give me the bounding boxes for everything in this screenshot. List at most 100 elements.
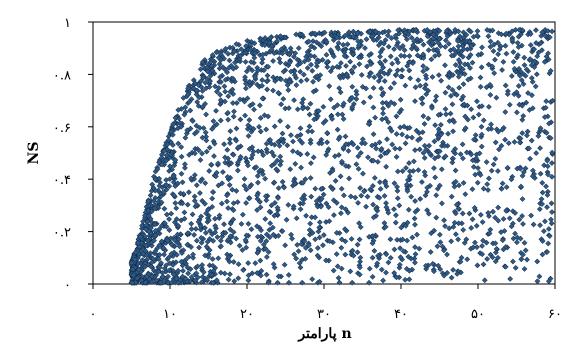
data-point [242,80,249,87]
data-point [374,158,381,165]
data-point [347,193,354,200]
data-point [154,166,161,173]
x-tick-label: ۵۰ [471,307,485,322]
data-point [156,182,163,189]
data-point [275,185,282,192]
data-point [501,227,508,234]
data-point [271,141,278,148]
data-point [225,64,232,71]
data-point [459,155,466,162]
data-point [435,72,442,79]
data-point [414,231,420,238]
data-point [431,53,438,59]
data-point [216,212,223,219]
data-point [480,117,487,124]
data-point [199,103,206,110]
data-point [525,90,531,96]
data-point [473,244,480,251]
data-point [202,79,209,86]
data-point [474,262,481,269]
data-point [265,249,272,255]
data-point [438,77,445,84]
data-point [438,131,445,138]
data-point [147,215,154,222]
data-point [472,171,479,178]
data-point [392,145,399,152]
data-point [275,89,282,96]
data-point [143,273,150,280]
data-point [274,157,281,164]
data-point [312,185,319,192]
data-point [511,139,518,145]
data-point [487,43,494,50]
data-point [267,220,274,227]
data-point [199,197,206,204]
data-point [514,234,521,241]
data-point [152,187,159,194]
data-point [294,106,301,113]
data-point [235,261,242,268]
data-point [412,208,419,215]
data-point [206,247,213,254]
data-point [372,114,379,121]
data-point [239,247,246,254]
data-point [185,91,191,98]
data-point [142,279,149,286]
data-point [246,146,253,152]
data-point [265,63,272,70]
data-point [213,107,219,114]
data-point [345,147,352,154]
data-point [251,40,258,47]
data-point [338,185,345,192]
data-point [184,230,191,237]
data-point [356,271,363,278]
data-point [366,28,373,35]
data-point [299,99,306,106]
data-point [333,229,340,236]
y-tick-label: ۰.۴ [53,173,71,188]
data-point [440,247,447,254]
x-tick-label: ۳۰ [317,307,331,322]
data-point [509,36,516,43]
axes: ۰۰.۲۰.۴۰.۶۰.۸۱۰ ۱۰ ۲۰ ۳۰ ۴۰ ۵۰ ۶۰ [53,16,562,322]
data-point [511,65,518,72]
data-point [297,206,304,213]
data-point [166,216,173,223]
data-point [369,240,376,247]
data-point [321,29,328,36]
data-point [157,279,164,286]
data-point [295,45,302,52]
data-point [267,137,274,143]
data-point [333,34,340,41]
data-point [178,258,185,265]
data-point [233,235,240,242]
data-point [385,43,392,50]
data-point [508,223,515,230]
data-point [412,244,418,251]
data-point [214,234,221,241]
data-point [215,255,222,262]
data-point [196,94,203,101]
data-point [239,211,246,218]
data-point [519,172,526,179]
data-point [284,142,291,149]
data-point [535,133,542,139]
data-point [544,204,550,211]
data-point [193,122,200,129]
data-point [330,197,337,204]
data-point [502,109,509,115]
data-point [461,71,468,77]
data-point [385,28,392,35]
data-point [495,217,502,224]
data-point [408,193,415,200]
data-point [184,201,191,208]
data-point [485,126,492,133]
data-point [404,133,411,140]
data-point [258,227,265,234]
data-point [471,239,478,246]
data-point [531,64,538,71]
data-point [301,58,308,65]
data-point [417,37,424,44]
data-point [168,241,175,248]
data-point [338,265,345,272]
